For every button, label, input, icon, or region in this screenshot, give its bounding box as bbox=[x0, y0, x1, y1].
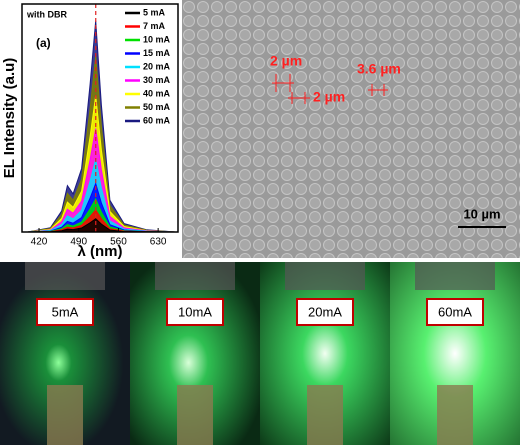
y-axis-label: EL Intensity (a.u) bbox=[1, 58, 18, 179]
legend-label: 10 mA bbox=[143, 34, 171, 44]
x-tick-label: 630 bbox=[150, 237, 167, 248]
pitch-label: 3.6 µm bbox=[357, 61, 401, 77]
photo-label: 5mA bbox=[52, 304, 79, 319]
legend-label: 60 mA bbox=[143, 115, 171, 125]
sem-image bbox=[182, 0, 520, 258]
x-axis-label: λ (nm) bbox=[78, 243, 123, 260]
lens-holder bbox=[25, 262, 105, 290]
lens-holder bbox=[155, 262, 235, 290]
photo-label-box bbox=[36, 298, 94, 326]
mount bbox=[307, 385, 343, 445]
x-tick-label: 420 bbox=[31, 237, 48, 248]
photo-label-box bbox=[426, 298, 484, 326]
legend-label: 30 mA bbox=[143, 75, 171, 85]
lens-holder bbox=[285, 262, 365, 290]
plot-frame bbox=[21, 3, 179, 233]
photo-label: 10mA bbox=[178, 304, 212, 319]
lens-holder bbox=[415, 262, 495, 290]
scale-bar-label: 10 µm bbox=[463, 206, 500, 221]
pitch-label: 2 µm bbox=[313, 89, 345, 105]
annotation: with DBR bbox=[26, 9, 67, 19]
legend-label: 15 mA bbox=[143, 48, 171, 58]
mount bbox=[437, 385, 473, 445]
mount bbox=[177, 385, 213, 445]
legend-label: 7 mA bbox=[143, 21, 166, 31]
photo-label: 20mA bbox=[308, 304, 342, 319]
legend-label: 5 mA bbox=[143, 7, 166, 17]
x-tick-label: 560 bbox=[110, 237, 127, 248]
photo-label-box bbox=[296, 298, 354, 326]
panel-label: (a) bbox=[36, 36, 51, 50]
x-tick-label: 490 bbox=[70, 237, 87, 248]
legend-label: 20 mA bbox=[143, 61, 171, 71]
mount bbox=[47, 385, 83, 445]
legend-label: 40 mA bbox=[143, 88, 171, 98]
photo-label: 60mA bbox=[438, 304, 472, 319]
pitch-label: 2 µm bbox=[270, 53, 302, 69]
photo-label-box bbox=[166, 298, 224, 326]
legend-label: 50 mA bbox=[143, 102, 171, 112]
